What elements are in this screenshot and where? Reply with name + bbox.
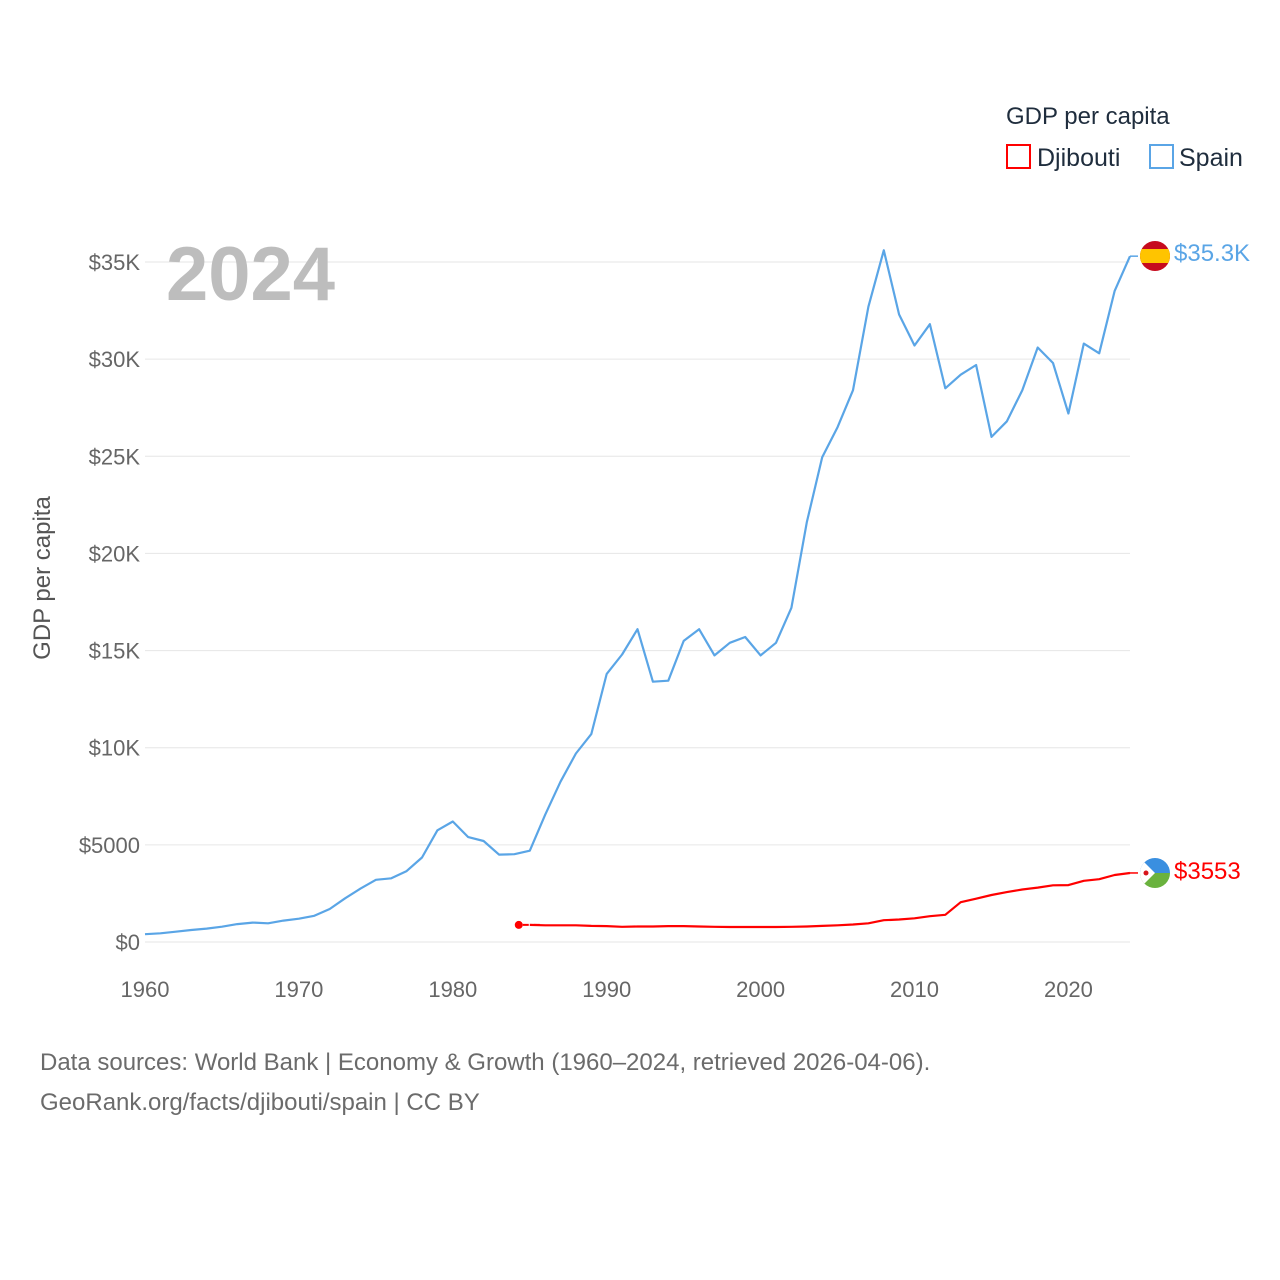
footer-link[interactable]: GeoRank.org/facts/djibouti/spain | CC BY — [40, 1089, 480, 1116]
series-start-point-djibouti — [514, 920, 523, 929]
legend-swatch-djibouti[interactable] — [1006, 144, 1031, 169]
legend-title: GDP per capita — [1006, 103, 1170, 130]
x-tick-label: 1970 — [274, 977, 323, 1002]
footer-sources: Data sources: World Bank | Economy & Gro… — [40, 1049, 931, 1076]
y-axis-title: GDP per capita — [29, 496, 56, 660]
y-axis: $0 $5000 $10K $15K $20K $25K $30K $35K — [79, 250, 141, 955]
y-tick-label: $20K — [89, 541, 141, 566]
x-tick-label: 1980 — [428, 977, 477, 1002]
y-tick-label: $35K — [89, 250, 141, 275]
djibouti-end-value: $3553 — [1174, 858, 1241, 885]
y-tick-label: $0 — [116, 930, 140, 955]
x-tick-label: 1990 — [582, 977, 631, 1002]
legend: GDP per capita Djibouti Spain — [1006, 103, 1243, 172]
x-tick-label: 2010 — [890, 977, 939, 1002]
djibouti-flag-icon — [1140, 858, 1170, 888]
legend-label-spain[interactable]: Spain — [1179, 144, 1243, 172]
series-lines — [144, 249, 1138, 936]
y-tick-label: $15K — [89, 639, 141, 664]
x-axis: 1960 1970 1980 1990 2000 2010 2020 — [121, 977, 1093, 1002]
y-tick-label: $30K — [89, 347, 141, 372]
series-line-spain[interactable] — [144, 249, 1132, 936]
legend-swatch-spain[interactable] — [1149, 144, 1174, 169]
y-tick-label: $10K — [89, 736, 141, 761]
series-line-djibouti[interactable] — [529, 871, 1131, 929]
x-tick-label: 2000 — [736, 977, 785, 1002]
year-label: 2024 — [166, 232, 335, 317]
x-tick-label: 1960 — [121, 977, 170, 1002]
spain-end-value: $35.3K — [1174, 240, 1250, 267]
y-tick-label: $5000 — [79, 833, 140, 858]
footer: Data sources: World Bank | Economy & Gro… — [40, 1043, 930, 1123]
spain-flag-icon — [1140, 241, 1170, 271]
grid — [145, 261, 1130, 943]
x-tick-label: 2020 — [1044, 977, 1093, 1002]
y-tick-label: $25K — [89, 444, 141, 469]
legend-label-djibouti[interactable]: Djibouti — [1037, 144, 1120, 172]
